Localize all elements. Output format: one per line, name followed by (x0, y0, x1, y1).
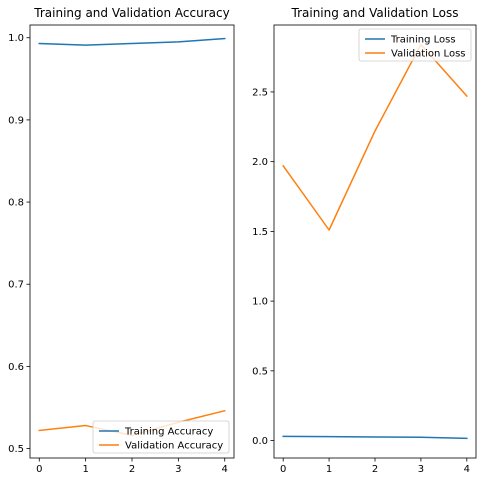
series-line-2 (283, 45, 467, 230)
x-tick-label: 3 (175, 464, 181, 475)
x-tick-label: 4 (222, 464, 228, 475)
chart-title: Training and Validation Loss (291, 6, 459, 20)
series-line-1 (283, 436, 467, 438)
chart-title: Training and Validation Accuracy (33, 6, 229, 20)
x-tick-label: 3 (418, 464, 424, 475)
x-tick-label: 4 (464, 464, 470, 475)
legend: Training Accuracy Validation Accuracy (93, 421, 229, 453)
y-tick-label: 2.0 (252, 157, 268, 168)
x-tick-label: 1 (326, 464, 332, 475)
x-tick-label: 0 (280, 464, 286, 475)
plot-area-frame (30, 25, 234, 458)
y-tick-label: 1.0 (8, 33, 24, 44)
series-line-1 (39, 39, 224, 46)
x-tick-label: 2 (129, 464, 135, 475)
legend: Training Loss Validation Loss (359, 29, 471, 61)
y-tick-label: 0.6 (8, 362, 24, 373)
y-tick-label: 0.7 (8, 280, 24, 291)
x-tick-label: 1 (82, 464, 88, 475)
legend-label-2: Validation Accuracy (125, 441, 223, 452)
legend-label-2: Validation Loss (391, 49, 466, 60)
y-tick-label: 1.0 (252, 297, 268, 308)
chart-panel-1: Training and Validation Accuracy 0 1 2 3 4 0.5… (8, 6, 234, 475)
chart-panel-2: Training and Validation Loss 0 1 2 3 4 0.0 0.5 1… (252, 6, 476, 475)
legend-label-1: Training Loss (390, 35, 456, 46)
y-tick-label: 1.5 (252, 227, 268, 238)
legend-label-1: Training Accuracy (124, 427, 213, 438)
x-tick-label: 2 (372, 464, 378, 475)
y-tick-label: 0.9 (8, 115, 24, 126)
y-tick-label: 0.0 (252, 436, 268, 447)
y-tick-label: 0.5 (8, 444, 24, 455)
plot-area-frame (274, 25, 476, 458)
x-tick-label: 0 (36, 464, 42, 475)
y-tick-label: 2.5 (252, 87, 268, 98)
y-tick-label: 0.8 (8, 198, 24, 209)
y-tick-label: 0.5 (252, 366, 268, 377)
